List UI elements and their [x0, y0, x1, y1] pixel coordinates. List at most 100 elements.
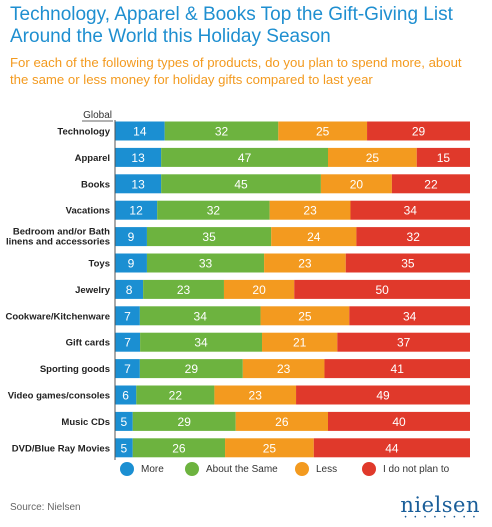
- bar-segment-toys-less: [264, 253, 346, 273]
- bar-segment-music-cds-not: [328, 411, 470, 431]
- value-label-technology-more: 14: [133, 125, 147, 139]
- value-label-bedroom-and-or-bath-linens-and-accessories-not: 32: [407, 230, 421, 244]
- value-label-gift-cards-more: 7: [124, 336, 131, 350]
- bar-segment-books-same: [161, 174, 321, 194]
- value-label-vacations-same: 32: [207, 204, 221, 218]
- value-label-music-cds-same: 29: [178, 415, 192, 429]
- value-label-video-games-consoles-less: 23: [249, 389, 263, 403]
- bar-segment-music-cds-less: [235, 411, 328, 431]
- value-label-gift-cards-not: 37: [397, 336, 411, 350]
- value-label-video-games-consoles-same: 22: [169, 389, 183, 403]
- bar-segment-dvd-blue-ray-movies-not: [313, 438, 470, 458]
- bar-segment-toys-not: [345, 253, 470, 273]
- value-label-vacations-not: 34: [404, 204, 418, 218]
- bar-segment-books-more: [115, 174, 162, 194]
- value-label-toys-more: 9: [128, 257, 135, 271]
- stacked-bar-chart: Global Technology 14 32 25 29 Apparel 13 47 25 15 B…: [5, 110, 470, 460]
- nielsen-logo: nielsen: [400, 493, 480, 517]
- bar-segment-gift-cards-not: [337, 332, 470, 352]
- legend-swatch-about-the-same: [185, 462, 199, 476]
- value-label-dvd-blue-ray-movies-less: 25: [263, 441, 277, 455]
- bar-segment-bedroom-and-or-bath-linens-and-accessories-not: [356, 227, 470, 247]
- bar-segment-apparel-same: [161, 147, 328, 167]
- legend-swatch-more: [120, 462, 134, 476]
- bar-segment-technology-same: [164, 121, 279, 141]
- bar-segment-toys-same: [146, 253, 265, 273]
- bar-segment-technology-less: [278, 121, 368, 141]
- legend-label-i-do-not-plan-to: I do not plan to: [383, 463, 450, 475]
- bar-segment-dvd-blue-ray-movies-same: [132, 438, 226, 458]
- category-label-dvd-blue-ray-movies: DVD/Blue Ray Movies: [12, 443, 110, 454]
- value-label-sporting-goods-same: 29: [185, 362, 199, 376]
- value-label-music-cds-not: 40: [392, 415, 406, 429]
- value-label-toys-same: 33: [199, 257, 213, 271]
- value-label-music-cds-less: 26: [275, 415, 289, 429]
- legend-swatch-i-do-not-plan-to: [362, 462, 376, 476]
- bar-segment-cookware-kitchenware-more: [115, 306, 140, 326]
- value-label-cookware-kitchenware-not: 34: [403, 309, 417, 323]
- category-label-toys: Toys: [89, 259, 110, 270]
- category-label-jewelry: Jewelry: [75, 285, 111, 296]
- bar-segment-sporting-goods-more: [115, 359, 140, 379]
- legend-item-i-do-not-plan-to: I do not plan to: [362, 462, 449, 476]
- category-label-apparel: Apparel: [75, 153, 110, 164]
- legend-item-about-the-same: About the Same: [185, 462, 278, 476]
- bar-segment-technology-not: [367, 121, 470, 141]
- legend-item-more: More: [120, 462, 164, 476]
- chart-legend: More About the Same Less I do not plan t…: [0, 462, 492, 484]
- bar-segment-books-not: [391, 174, 470, 194]
- bar-segment-vacations-more: [115, 200, 158, 220]
- value-label-bedroom-and-or-bath-linens-and-accessories-same: 35: [202, 230, 216, 244]
- value-label-apparel-more: 13: [131, 151, 145, 165]
- bar-segment-apparel-less: [328, 147, 417, 167]
- value-label-books-same: 45: [234, 177, 248, 191]
- bar-segment-apparel-not: [416, 147, 470, 167]
- bar-segment-video-games-consoles-more: [115, 385, 137, 405]
- value-label-dvd-blue-ray-movies-more: 5: [121, 441, 128, 455]
- category-label-gift-cards: Gift cards: [66, 338, 110, 349]
- value-label-vacations-more: 12: [129, 204, 143, 218]
- value-label-cookware-kitchenware-less: 25: [298, 309, 312, 323]
- bar-segment-gift-cards-same: [140, 332, 263, 352]
- bar-segment-books-less: [320, 174, 392, 194]
- chart-subtitle: For each of the following types of produ…: [10, 55, 462, 87]
- bar-segment-jewelry-same: [143, 279, 224, 299]
- value-label-sporting-goods-less: 23: [277, 362, 291, 376]
- value-label-toys-less: 23: [298, 257, 312, 271]
- bar-segment-vacations-less: [269, 200, 351, 220]
- category-label-technology: Technology: [57, 127, 110, 138]
- bar-segment-video-games-consoles-not: [296, 385, 470, 405]
- bar-segment-dvd-blue-ray-movies-more: [115, 438, 133, 458]
- value-label-books-more: 13: [131, 177, 145, 191]
- value-label-jewelry-not: 50: [375, 283, 389, 297]
- value-label-jewelry-less: 20: [252, 283, 266, 297]
- bar-segment-cookware-kitchenware-less: [260, 306, 350, 326]
- bar-segment-video-games-consoles-less: [214, 385, 297, 405]
- value-label-video-games-consoles-more: 6: [122, 389, 129, 403]
- value-label-dvd-blue-ray-movies-same: 26: [172, 441, 186, 455]
- category-label-sporting-goods: Sporting goods: [40, 364, 110, 375]
- bar-segment-gift-cards-more: [115, 332, 141, 352]
- bar-segment-cookware-kitchenware-same: [139, 306, 261, 326]
- value-label-technology-not: 29: [412, 125, 426, 139]
- bar-segment-cookware-kitchenware-not: [349, 306, 470, 326]
- bar-segment-jewelry-less: [223, 279, 295, 299]
- bar-segment-bedroom-and-or-bath-linens-and-accessories-more: [115, 227, 147, 247]
- value-label-apparel-same: 47: [238, 151, 252, 165]
- group-header-label: Global: [83, 110, 112, 121]
- value-label-music-cds-more: 5: [121, 415, 128, 429]
- bar-segment-sporting-goods-same: [139, 359, 243, 379]
- category-label-cookware-kitchenware: Cookware/Kitchenware: [5, 311, 110, 322]
- bar-segment-music-cds-same: [132, 411, 236, 431]
- category-label-vacations: Vacations: [66, 206, 110, 217]
- bar-segment-sporting-goods-less: [242, 359, 325, 379]
- bar-segment-gift-cards-less: [262, 332, 338, 352]
- value-label-jewelry-same: 23: [177, 283, 191, 297]
- source-note: Source: Nielsen: [10, 502, 81, 513]
- bar-segment-apparel-more: [115, 147, 162, 167]
- bar-segment-music-cds-more: [115, 411, 133, 431]
- value-label-gift-cards-less: 21: [293, 336, 307, 350]
- value-label-sporting-goods-more: 7: [124, 362, 131, 376]
- chart-title: Technology, Apparel & Books Top the Gift…: [10, 4, 453, 47]
- value-label-jewelry-more: 8: [126, 283, 133, 297]
